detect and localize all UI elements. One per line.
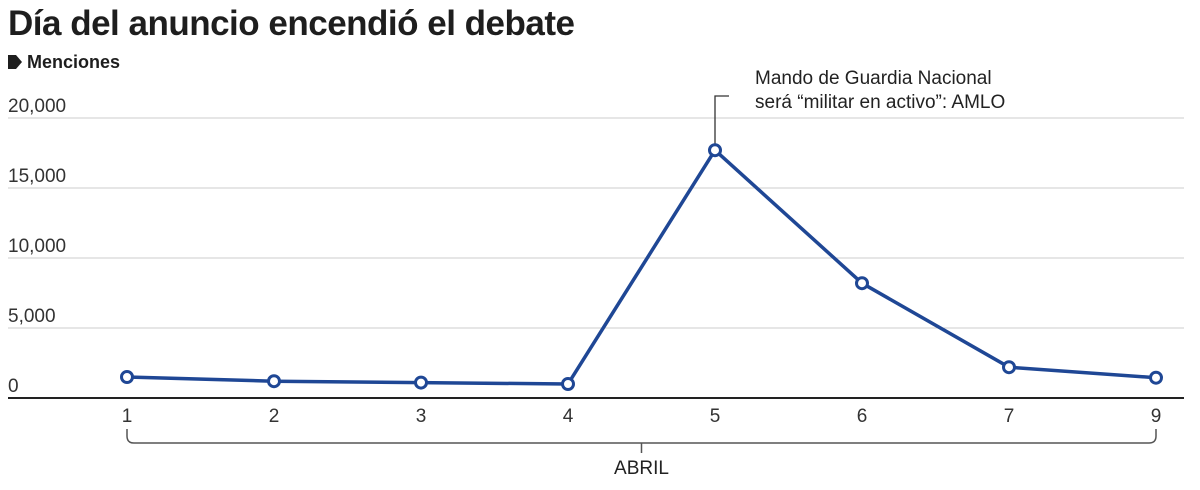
annotation-line: Mando de Guardia Nacional	[755, 68, 992, 89]
y-tick-label: 20,000	[8, 96, 66, 117]
data-point	[561, 377, 575, 391]
x-tick-label: 3	[416, 406, 427, 427]
annotation-text: Mando de Guardia Nacional será “militar e…	[755, 68, 1005, 113]
gridlines	[8, 117, 1184, 329]
data-point	[267, 374, 281, 389]
y-axis-title: Menciones	[8, 50, 120, 74]
x-tick-label: 4	[563, 406, 574, 427]
data-point	[414, 375, 428, 390]
data-point	[1002, 360, 1016, 375]
x-tick-label: 1	[122, 406, 133, 427]
x-tick-label: 5	[710, 406, 721, 427]
y-tick-label: 0	[8, 376, 19, 397]
month-bracket	[126, 429, 1157, 453]
annotation-line: será “militar en activo”: AMLO	[755, 92, 1005, 113]
data-point	[855, 276, 869, 291]
annotation-leader-line	[714, 95, 729, 145]
data-point	[708, 143, 722, 158]
tag-marker-icon	[8, 55, 22, 69]
x-tick-label: 2	[269, 406, 280, 427]
chart-title: Día del anuncio encendió el debate	[8, 4, 575, 43]
data-points	[120, 143, 1163, 391]
y-axis-label: Menciones	[27, 51, 121, 72]
data-point	[120, 370, 134, 384]
x-tick-label: 7	[1004, 406, 1015, 427]
y-tick-label: 5,000	[8, 306, 56, 327]
x-tick-label: 9	[1151, 406, 1162, 427]
y-tick-label: 10,000	[8, 236, 66, 257]
x-tick-labels: 1 2 3 4 5 6 7 9	[122, 406, 1162, 427]
series-line	[126, 148, 1157, 386]
x-axis-month-label: ABRIL	[614, 458, 669, 479]
data-point	[1149, 370, 1163, 385]
y-tick-label: 15,000	[8, 166, 66, 187]
y-tick-labels: 0 5,000 10,000 15,000 20,000	[8, 96, 66, 397]
x-tick-label: 6	[857, 406, 868, 427]
